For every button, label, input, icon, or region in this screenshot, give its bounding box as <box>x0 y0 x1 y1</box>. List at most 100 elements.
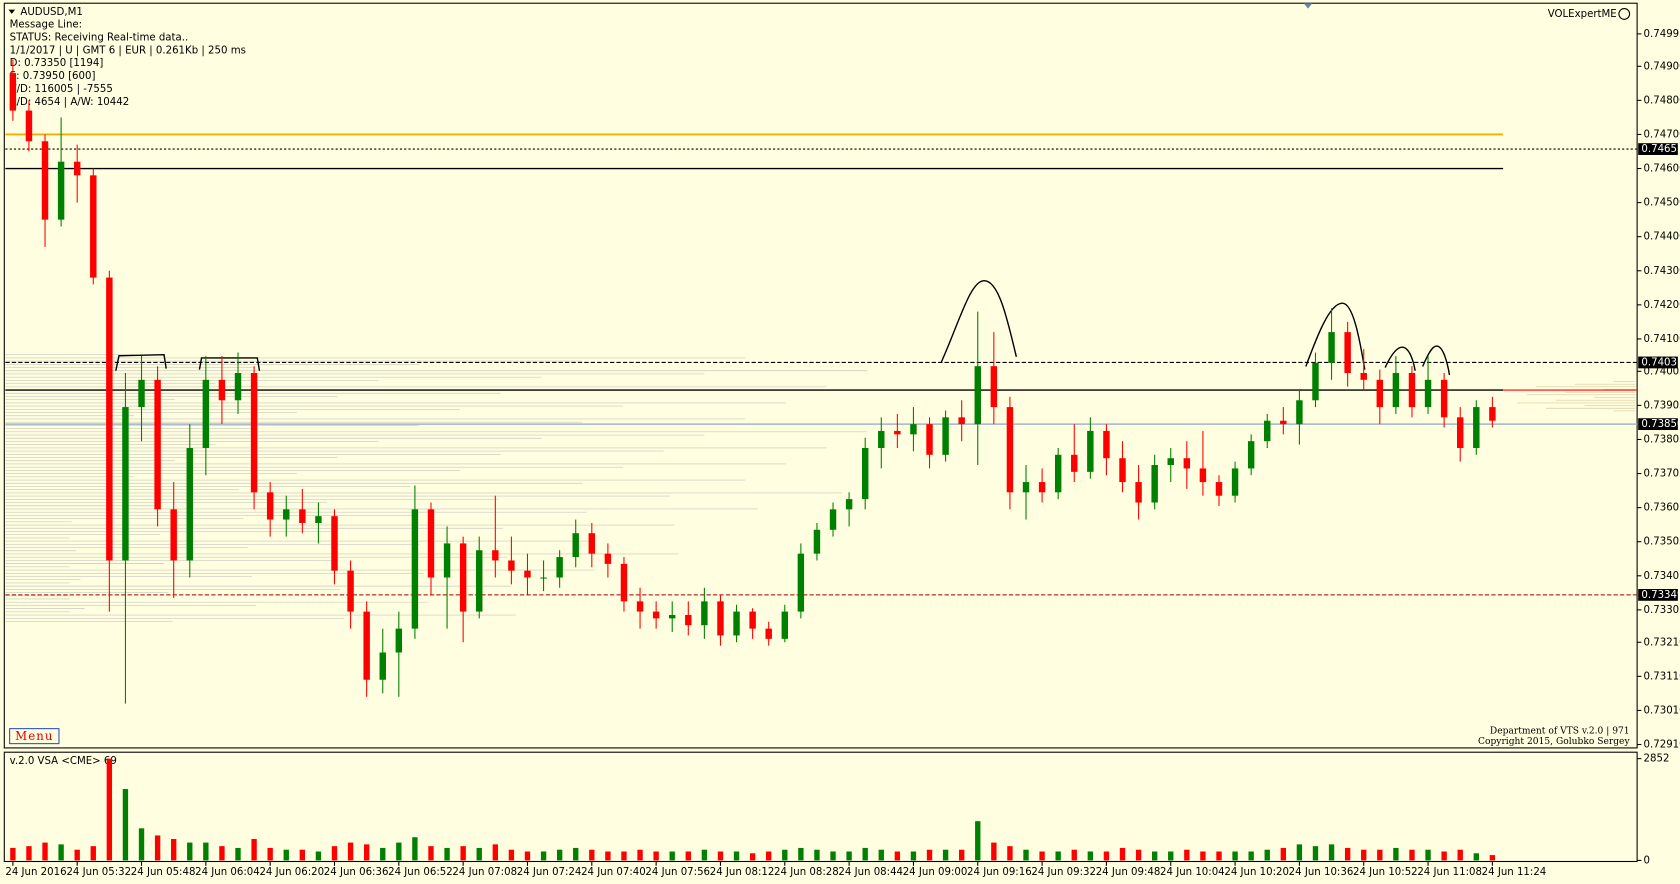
volume-bar <box>1393 847 1399 861</box>
candle-body <box>813 529 821 554</box>
x-tick-label: 24 Jun 09:32 <box>1031 867 1096 878</box>
candle-body <box>106 277 113 561</box>
info-line: D: 0.73350 [1194] <box>10 58 104 69</box>
volume-bar <box>251 839 257 861</box>
symbol: AUDUSD,M1 <box>20 7 82 18</box>
volume-bar <box>926 849 933 861</box>
candle-body <box>1344 332 1351 374</box>
volume-bar <box>862 847 868 861</box>
volume-bar <box>1457 849 1463 861</box>
info-line: V/D: 116005 | -7555 <box>10 84 113 95</box>
candle-body <box>283 509 290 520</box>
candle-body <box>733 611 740 636</box>
candle-body <box>411 509 419 629</box>
candle-body <box>556 557 563 578</box>
candle-body <box>926 424 933 455</box>
volume-bar <box>106 758 113 861</box>
x-tick-label: 24 Jun 07:40 <box>581 867 646 878</box>
menu-label[interactable]: Menu <box>15 729 53 743</box>
volume-bar <box>1425 849 1431 861</box>
y-tick-label: 0 <box>1644 855 1650 866</box>
volume-bar <box>1135 849 1142 861</box>
candle-body <box>878 430 885 448</box>
volume-bar <box>460 846 466 861</box>
level-label: 0.73349 <box>1641 590 1680 601</box>
indicator-icon[interactable] <box>1618 8 1631 20</box>
volume-bar <box>363 844 370 861</box>
volume-bar <box>1296 844 1303 861</box>
candle-body <box>1103 430 1110 459</box>
volume-bar <box>621 851 627 861</box>
level-label-box <box>1638 143 1678 155</box>
volume-bar <box>396 842 402 861</box>
volume-bar <box>171 839 177 861</box>
volume-bar <box>524 851 531 861</box>
volume-bar <box>942 849 949 861</box>
volume-bar <box>444 847 450 861</box>
volume-bar <box>749 853 756 861</box>
candle-body <box>717 601 724 636</box>
info-line: 1/1/2017 | U | GMT 6 | EUR | 0.261Kb | 2… <box>10 45 246 56</box>
x-tick-label: 24 Jun 10:52 <box>1353 867 1418 878</box>
volume-bar <box>1216 851 1222 861</box>
x-tick-label: 24 Jun 06:20 <box>259 867 324 878</box>
candle-body <box>508 560 515 571</box>
candle-body <box>266 492 274 520</box>
candle-body <box>1167 458 1174 466</box>
volume-bar <box>556 849 563 861</box>
candle-body <box>202 379 210 448</box>
volume-bar <box>959 849 965 861</box>
candle-body <box>41 141 49 220</box>
level-label: 0.73850 <box>1641 419 1680 430</box>
candle-body <box>604 553 612 564</box>
y-tick-label: 0.73305 <box>1644 605 1680 616</box>
candle-body <box>1424 379 1432 408</box>
volume-bar <box>1248 851 1254 861</box>
volume-bar <box>1344 847 1351 861</box>
volume-bar <box>412 837 418 861</box>
volume-bar <box>717 851 724 861</box>
candle-body <box>347 570 354 612</box>
candle-body <box>1280 420 1287 425</box>
x-tick-label: 24 Jun 09:16 <box>967 867 1032 878</box>
volume-bar <box>90 846 96 861</box>
volume-bar <box>331 846 338 861</box>
candle-body <box>25 110 33 142</box>
info-line: S: 0.73950 [600] <box>10 71 96 82</box>
volume-bar <box>733 851 740 861</box>
y-tick-label: 0.73905 <box>1644 400 1680 411</box>
volume-bar <box>1071 849 1077 861</box>
candle-body <box>1006 407 1014 493</box>
volume-bar <box>637 849 643 861</box>
candle-body <box>765 628 772 639</box>
footer-line: Department of VTS v.2.0 | 971 <box>1490 726 1630 736</box>
volume-bar <box>1232 851 1238 861</box>
info-panel: Message Line: STATUS: Receiving Real-time… <box>10 20 246 108</box>
volume-bar <box>1441 851 1447 861</box>
candle-body <box>636 601 644 612</box>
level-label-box <box>1638 588 1678 601</box>
x-tick-label: 24 Jun 08:28 <box>774 867 839 878</box>
annotation <box>940 280 1018 363</box>
y-tick-label: 0.73505 <box>1644 537 1680 548</box>
volume-title: v.2.0 VSA <CME> 69 <box>10 756 117 767</box>
volume-bar <box>219 846 225 861</box>
info-line: A/D: 4654 | A/W: 10442 <box>10 97 130 108</box>
menu-button[interactable] <box>9 728 60 745</box>
volume-bar <box>669 851 675 861</box>
volume-bar <box>1312 846 1319 861</box>
x-tick-label: 24 Jun 07:24 <box>517 867 582 878</box>
candle-body <box>57 161 65 220</box>
candle-body <box>620 563 628 602</box>
candle-body <box>685 614 692 626</box>
volume-bar <box>1023 849 1029 861</box>
volume-bar <box>42 842 48 861</box>
candle-body <box>540 577 547 579</box>
candle-body <box>781 611 789 639</box>
volume-bar <box>122 789 129 861</box>
annotations <box>115 280 1451 376</box>
volume-bar <box>1473 853 1479 861</box>
volume-bar <box>1328 844 1335 861</box>
